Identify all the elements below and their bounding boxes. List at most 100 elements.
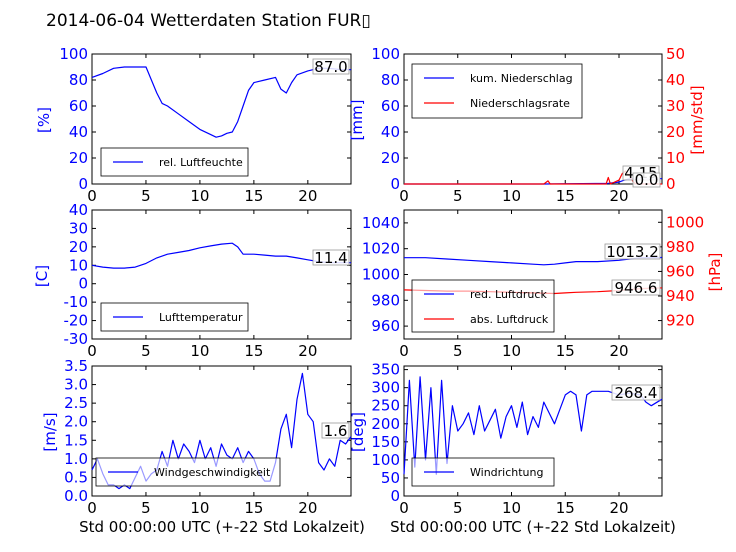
pressure-y-tick-label: 960 [371, 317, 400, 335]
wind_speed-y-tick-label: 1.5 [64, 431, 88, 449]
wind_direction-x-tick-label: 5 [453, 499, 463, 517]
pressure-legend-box [411, 279, 555, 333]
pressure-x-tick-label: 20 [609, 342, 628, 360]
wind_speed-annotation: 1.6 [324, 422, 348, 440]
precip-y-tick-label: 100 [371, 45, 400, 63]
humidity-x-tick-label: 5 [141, 187, 151, 205]
humidity-x-tick-label: 15 [244, 187, 263, 205]
wind_speed-x-tick-label: 10 [190, 499, 209, 517]
wind_speed-y-tick-label: 0.5 [64, 468, 88, 486]
humidity-legend-label: rel. Luftfeuchte [159, 156, 243, 169]
precip-y-tick-label: 20 [381, 149, 400, 167]
pressure-y-right-tick-label: 940 [666, 287, 695, 305]
precip-x-tick-label: 15 [556, 187, 575, 205]
wind_direction-series-line [403, 376, 663, 475]
wind_speed-x-tick-label: 5 [141, 499, 151, 517]
wind-direction-panel: 0 5 10 15 20050100150200250300350268.4Windri… [349, 361, 676, 536]
pressure-annotation: 946.6 [615, 279, 658, 297]
wind-speed-panel: 0 5 10 15 20 0.00.51.01.52.02.53.03.5 1.6 Windg… [41, 357, 365, 536]
pressure-y-tick-label: 1000 [362, 266, 400, 284]
temperature-annotation-box [312, 249, 350, 266]
pressure-annotation-box [604, 243, 661, 260]
temperature-x-tick-label: 10 [190, 342, 209, 360]
wind_direction-y-tick-label: 300 [371, 379, 400, 397]
humidity-y-label: [%] [35, 107, 53, 133]
precip-y-right-tick-label: 50 [666, 45, 685, 63]
wind_speed-frame [91, 365, 352, 497]
temperature-panel: 0 5 10 15 20-30-20-1001020304011.4Lufttemper… [33, 201, 352, 360]
pressure-x-tick-label: 15 [556, 342, 575, 360]
temperature-series-line [91, 242, 351, 269]
wind_direction-y-tick-label: 350 [371, 361, 400, 379]
precip-y-tick-label: 60 [381, 97, 400, 115]
pressure-y-tick-label: 1040 [362, 214, 400, 232]
pressure-annotation: 1013.2 [606, 243, 659, 261]
wind_speed-y-tick-label: 3.0 [64, 376, 88, 394]
wind_direction-frame [403, 365, 663, 497]
precip-y-right-tick-label: 10 [666, 149, 685, 167]
humidity-frame [91, 53, 352, 185]
precip-y-right-tick-label: 30 [666, 97, 685, 115]
wind_speed-annotation-box [321, 422, 350, 439]
precip-y-right-tick-label: 40 [666, 71, 685, 89]
wind-speed-y-label: [m/s] [41, 412, 59, 451]
wind_speed-y-tick-label: 0.0 [64, 487, 88, 505]
temperature-legend-label: Lufttemperatur [159, 311, 243, 324]
wind-speed-x-label: Std 00:00:00 UTC (+-22 Std Lokalzeit) [79, 518, 365, 536]
pressure-x-tick-label: 5 [453, 342, 463, 360]
precip-legend-label: Niederschlagsrate [470, 97, 570, 110]
pressure-y-right-tick-label: 920 [666, 312, 695, 330]
pressure-y-right-tick-label: 960 [666, 262, 695, 280]
humidity-series-line [91, 66, 351, 138]
wind-direction-y-label: [deg] [349, 412, 367, 452]
temperature-y-tick-label: 30 [69, 219, 88, 237]
temperature-y-tick-label: 40 [69, 201, 88, 219]
temperature-legend-box [100, 302, 249, 332]
wind_speed-y-tick-label: 2.0 [64, 413, 88, 431]
humidity-x-tick-label: 20 [298, 187, 317, 205]
precip-x-tick-label: 0 [399, 187, 409, 205]
temperature-y-tick-label: -10 [64, 293, 89, 311]
precip-x-tick-label: 5 [453, 187, 463, 205]
humidity-y-tick-label: 60 [69, 97, 88, 115]
humidity-x-tick-label: 10 [190, 187, 209, 205]
precipitation-y-label: [mm] [348, 100, 366, 141]
temperature-x-tick-label: 5 [141, 342, 151, 360]
precipitation-y-label-right: [mm/std] [688, 85, 706, 154]
temperature-x-tick-label: 20 [298, 342, 317, 360]
wind_direction-y-tick-label: 0 [390, 487, 400, 505]
wind_speed-y-tick-label: 3.5 [64, 357, 88, 375]
wind_direction-y-tick-label: 150 [371, 433, 400, 451]
wind_direction-y-tick-label: 200 [371, 415, 400, 433]
humidity-panel: 0 5 10 15 20 0 20 40 60 80 100 87.0 rel. Luftfeuchte… [35, 45, 352, 205]
wind_direction-x-tick-label: 10 [502, 499, 521, 517]
humidity-annotation: 87.0 [314, 58, 347, 76]
wind_direction-y-tick-label: 100 [371, 451, 400, 469]
humidity-y-tick-label: 80 [69, 71, 88, 89]
temperature-y-label: [C] [33, 265, 51, 287]
pressure-y-tick-label: 1020 [362, 240, 400, 258]
precip-annotation-box [632, 172, 661, 188]
temperature-y-tick-label: 20 [69, 238, 88, 256]
wind-direction-plot-area: 0 5 10 15 20050100150200250300350268.4Windri… [371, 361, 663, 517]
wind_speed-y-tick-label: 1.0 [64, 450, 88, 468]
precip-legend-box [411, 63, 583, 119]
precip-y-right-tick-label: 0 [666, 175, 676, 193]
wind_speed-x-tick-label: 20 [298, 499, 317, 517]
humidity-plot-area: 0 5 10 15 20 0 20 40 60 80 100 87.0 rel. Luftfeuchte [59, 45, 352, 205]
temperature-y-tick-label: -30 [64, 330, 89, 348]
wind_speed-x-tick-label: 15 [244, 499, 263, 517]
precip-y-tick-label: 40 [381, 123, 400, 141]
wind_direction-annotation-box [611, 384, 661, 401]
precip-y-right-tick-label: 20 [666, 123, 685, 141]
humidity-x-tick-label: 0 [87, 187, 97, 205]
temperature-plot-area: 0 5 10 15 20-30-20-1001020304011.4Lufttemper… [64, 201, 352, 360]
temperature-frame [91, 209, 352, 340]
pressure-series-line [404, 256, 663, 266]
precipitation-panel: 05101520020406080100010203040504.150.0ku… [348, 45, 706, 205]
pressure-y-right-tick-label: 1000 [666, 213, 704, 231]
temperature-x-tick-label: 0 [87, 342, 97, 360]
pressure-plot-area: 0 5 10 15 20 960 980 1000 1020 1040 920 940 960 980 10… [362, 209, 704, 360]
wind_speed-y-tick-label: 2.5 [64, 394, 88, 412]
pressure-x-tick-label: 0 [399, 342, 409, 360]
